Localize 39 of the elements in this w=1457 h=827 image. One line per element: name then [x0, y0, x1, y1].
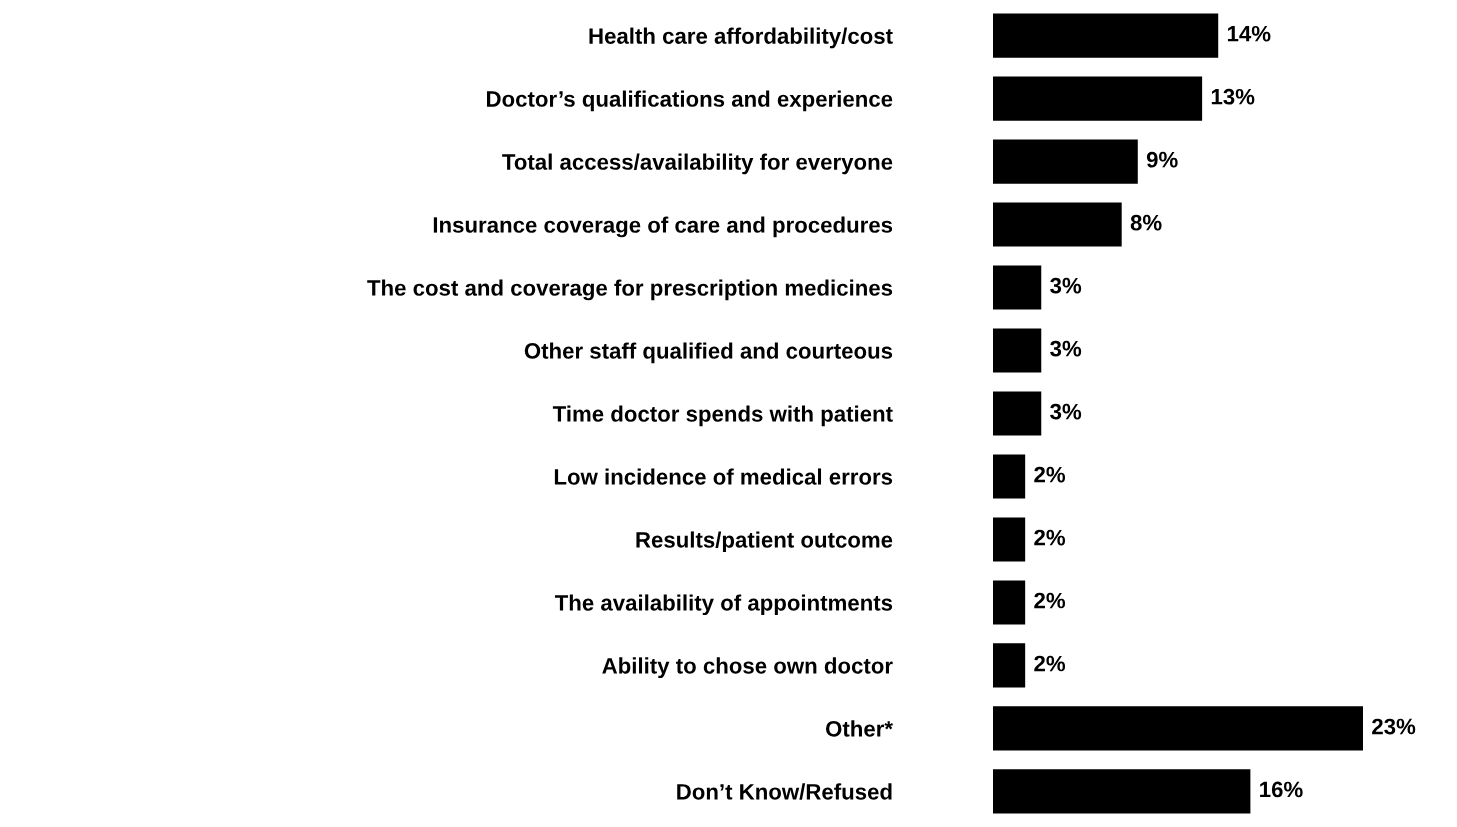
y-tick-label: Time doctor spends with patient	[552, 405, 893, 427]
bar	[993, 769, 1251, 814]
y-tick-label: Results/patient outcome	[636, 531, 893, 553]
bar	[993, 643, 1026, 688]
data-label: 13%	[1211, 88, 1255, 105]
data-label: 23%	[1372, 718, 1416, 735]
bar	[993, 580, 1026, 625]
y-tick-label: Health care affordability/cost	[589, 27, 893, 49]
data-label: 3%	[1050, 277, 1082, 294]
data-label: 8%	[1130, 214, 1162, 231]
y-tick-label: Doctor’s qualifications and experience	[487, 90, 893, 112]
bar	[993, 706, 1363, 751]
data-label: 2%	[1034, 592, 1066, 609]
y-tick-label: The cost and coverage for prescription medicines	[367, 279, 893, 301]
y-tick-label: Other*	[826, 720, 893, 737]
bar	[993, 454, 1026, 499]
data-label: 14%	[1227, 25, 1271, 42]
y-tick-label: Don’t Know/Refused	[677, 783, 892, 800]
y-tick-label: Insurance coverage of care and procedures	[433, 216, 893, 238]
bar	[993, 13, 1219, 58]
bar	[993, 202, 1122, 247]
bar	[993, 391, 1042, 436]
data-label: 3%	[1050, 403, 1082, 420]
y-tick-label: Ability to chose own doctor	[602, 657, 893, 679]
data-label: 2%	[1034, 466, 1066, 483]
bar	[993, 265, 1042, 310]
y-tick-label: Total access/availability for everyone	[502, 153, 893, 175]
y-tick-label: The availability of appointments	[554, 594, 893, 616]
bar	[993, 517, 1026, 562]
bar	[993, 328, 1042, 373]
y-tick-label: Other staff qualified and courteous	[524, 342, 893, 364]
data-label: 16%	[1260, 781, 1303, 798]
y-tick-label: Low incidence of medical errors	[554, 468, 893, 485]
data-label: 3%	[1050, 340, 1082, 357]
bar	[993, 76, 1203, 121]
data-label: 2%	[1034, 529, 1066, 546]
bar	[993, 139, 1138, 184]
data-label: 2%	[1034, 655, 1066, 672]
data-label: 9%	[1146, 151, 1178, 168]
